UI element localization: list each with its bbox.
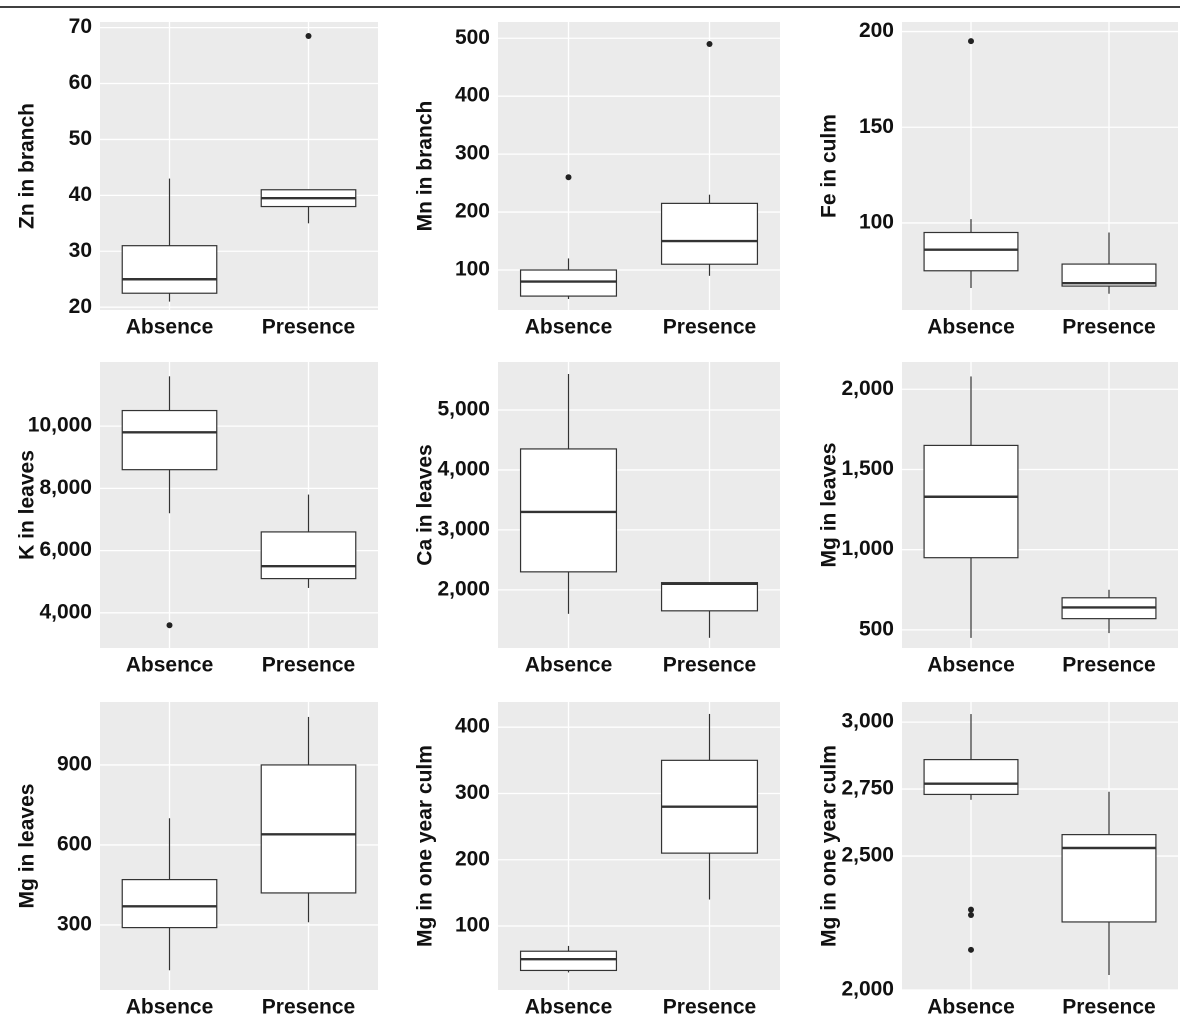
x-tick-label: Absence — [126, 316, 214, 339]
y-tick-label: 3,000 — [841, 710, 894, 733]
y-axis-label: Ca in leaves — [414, 444, 437, 565]
panel: 100 150 200 Absence Presence Fe in culm — [818, 19, 1178, 339]
box — [660, 202, 759, 265]
x-tick-label: Presence — [262, 996, 355, 1018]
x-tick-label: Absence — [525, 316, 613, 339]
y-tick-label: 200 — [455, 847, 490, 870]
box — [260, 531, 357, 580]
box — [121, 878, 218, 929]
y-tick-label: 300 — [455, 142, 490, 165]
x-tick-label: Presence — [1062, 654, 1155, 677]
box — [121, 409, 218, 471]
y-tick-label: 4,000 — [437, 457, 490, 480]
box — [660, 582, 759, 612]
outlier — [706, 41, 713, 48]
box — [519, 269, 618, 297]
y-axis-label: Mg in one year culm — [818, 745, 841, 947]
y-tick-label: 20 — [69, 295, 92, 318]
plot-background — [100, 362, 378, 648]
panel: 2,000 3,000 4,000 5,000 Absence Presence Ca in… — [414, 362, 780, 677]
x-tick-label: Absence — [927, 996, 1015, 1018]
y-tick-label: 2,750 — [841, 777, 894, 800]
x-tick-label: Presence — [262, 654, 355, 677]
y-tick-label: 8,000 — [39, 476, 92, 499]
y-axis-label: Mg in leaves — [818, 443, 841, 568]
y-tick-label: 5,000 — [437, 398, 490, 421]
box — [260, 764, 357, 894]
x-tick-label: Absence — [126, 654, 214, 677]
outlier — [968, 906, 974, 913]
panel: 4,000 6,000 8,000 10,000 Absence Presence K in… — [16, 362, 378, 677]
box — [1061, 263, 1157, 287]
x-tick-label: Absence — [927, 654, 1015, 677]
panel: 100 200 300 400 500 Absence Presence Mn in bran… — [414, 22, 780, 339]
x-tick-label: Presence — [663, 654, 756, 677]
y-tick-label: 300 — [455, 781, 490, 804]
y-axis-label: Zn in branch — [16, 103, 39, 229]
y-axis-label: Mg in leaves — [16, 784, 39, 909]
x-tick-label: Presence — [663, 996, 756, 1018]
x-tick-label: Presence — [1062, 316, 1155, 339]
y-tick-label: 100 — [455, 258, 490, 281]
y-axis-label: Mn in branch — [414, 101, 437, 232]
y-axis-label: Mg in one year culm — [414, 745, 437, 947]
outlier — [968, 911, 974, 918]
y-axis-label: Fe in culm — [818, 114, 841, 218]
box — [923, 444, 1019, 559]
y-tick-label: 500 — [455, 26, 490, 49]
panel: 500 1,000 1,500 2,000 Absence Presence Mg in l… — [818, 362, 1178, 677]
y-tick-label: 4,000 — [39, 600, 92, 623]
y-tick-label: 100 — [859, 210, 894, 233]
y-tick-label: 1,000 — [841, 537, 894, 560]
panel: 2,000 2,500 2,750 3,000 Absence Presence Mg in… — [818, 702, 1178, 1018]
y-tick-label: 60 — [69, 71, 92, 94]
x-tick-label: Absence — [525, 996, 613, 1018]
panel: 300 600 900 Absence Presence Mg in leaves — [16, 702, 378, 1018]
box — [519, 448, 618, 573]
y-tick-label: 900 — [57, 752, 92, 775]
x-tick-label: Presence — [663, 316, 756, 339]
y-tick-label: 2,000 — [437, 577, 490, 600]
x-tick-label: Presence — [262, 316, 355, 339]
y-tick-label: 1,500 — [841, 457, 894, 480]
y-tick-label: 200 — [455, 200, 490, 223]
x-tick-label: Absence — [126, 996, 214, 1018]
panel: 100 200 300 400 Absence Presence Mg in one yea… — [414, 702, 780, 1018]
x-tick-label: Absence — [525, 654, 613, 677]
y-tick-label: 3,000 — [437, 517, 490, 540]
y-tick-label: 50 — [69, 127, 92, 150]
box — [923, 758, 1019, 796]
y-tick-label: 70 — [69, 15, 92, 38]
y-tick-label: 10,000 — [28, 414, 92, 437]
panel: 20 30 40 50 60 70 Absence Presence Zn in branch — [16, 15, 378, 339]
outlier — [166, 622, 173, 629]
y-tick-label: 100 — [455, 914, 490, 937]
box — [519, 950, 618, 972]
y-tick-label: 30 — [69, 239, 92, 262]
x-tick-label: Presence — [1062, 996, 1155, 1018]
x-tick-label: Absence — [927, 316, 1015, 339]
outlier — [968, 946, 974, 953]
y-tick-label: 500 — [859, 617, 894, 640]
outlier — [305, 32, 312, 39]
y-tick-label: 2,000 — [841, 377, 894, 400]
outlier — [565, 174, 572, 181]
box — [121, 245, 218, 294]
y-tick-label: 200 — [859, 19, 894, 42]
y-tick-label: 300 — [57, 912, 92, 935]
plot-background — [498, 22, 780, 310]
y-tick-label: 2,000 — [841, 978, 894, 1001]
y-tick-label: 40 — [69, 183, 92, 206]
y-tick-label: 400 — [455, 84, 490, 107]
y-tick-label: 400 — [455, 715, 490, 738]
y-tick-label: 6,000 — [39, 538, 92, 561]
y-tick-label: 150 — [859, 115, 894, 138]
y-axis-label: K in leaves — [16, 450, 39, 560]
y-tick-label: 600 — [57, 832, 92, 855]
outlier — [968, 38, 974, 45]
y-tick-label: 2,500 — [841, 844, 894, 867]
box — [923, 231, 1019, 272]
